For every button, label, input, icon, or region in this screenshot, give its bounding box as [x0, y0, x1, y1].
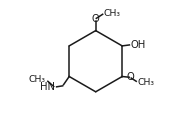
Text: HN: HN [40, 82, 55, 92]
Text: CH₃: CH₃ [104, 9, 121, 18]
Text: CH₃: CH₃ [137, 78, 154, 87]
Text: CH₃: CH₃ [29, 75, 46, 84]
Text: OH: OH [130, 40, 146, 50]
Text: O: O [92, 14, 100, 24]
Text: O: O [127, 72, 134, 82]
